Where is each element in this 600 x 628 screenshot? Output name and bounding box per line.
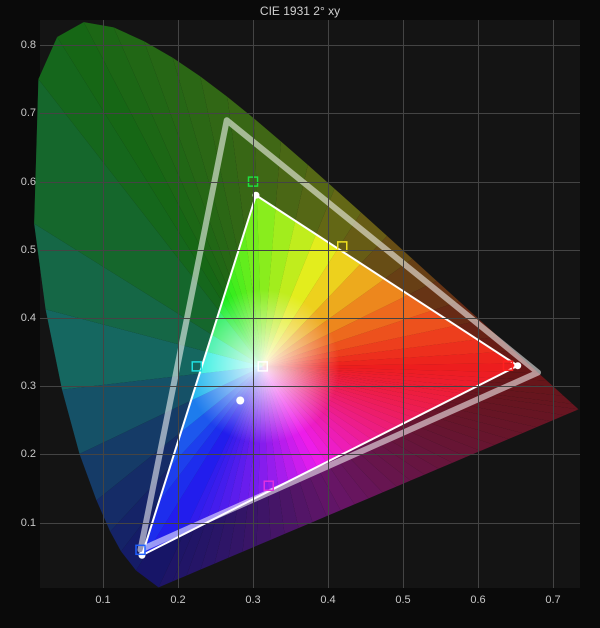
x-tick-label: 0.7 — [545, 594, 560, 606]
x-tick-label: 0.3 — [245, 594, 260, 606]
y-tick-label: 0.5 — [6, 244, 36, 256]
x-tick-label: 0.5 — [395, 594, 410, 606]
y-tick-label: 0.2 — [6, 448, 36, 460]
grid-line-v — [403, 20, 404, 588]
y-tick-label: 0.7 — [6, 107, 36, 119]
grid-line-v — [178, 20, 179, 588]
grid-line-h — [40, 113, 580, 114]
grid-line-v — [328, 20, 329, 588]
x-tick-label: 0.6 — [470, 594, 485, 606]
grid-line-h — [40, 386, 580, 387]
y-tick-label: 0.3 — [6, 380, 36, 392]
x-tick-label: 0.4 — [320, 594, 335, 606]
grid-line-h — [40, 523, 580, 524]
grid-line-h — [40, 182, 580, 183]
measured-white-point — [236, 396, 244, 404]
grid-line-h — [40, 318, 580, 319]
grid-line-h — [40, 454, 580, 455]
y-tick-label: 0.1 — [6, 517, 36, 529]
grid-line-v — [553, 20, 554, 588]
y-tick-label: 0.8 — [6, 39, 36, 51]
grid-line-h — [40, 45, 580, 46]
grid-line-v — [103, 20, 104, 588]
grid-line-v — [253, 20, 254, 588]
y-tick-label: 0.4 — [6, 312, 36, 324]
x-tick-label: 0.2 — [170, 594, 185, 606]
grid-line-v — [478, 20, 479, 588]
y-tick-label: 0.6 — [6, 176, 36, 188]
target-marker-white — [258, 362, 267, 371]
chart-title: CIE 1931 2° xy — [0, 4, 600, 18]
measured-vertex-dot — [514, 362, 521, 369]
annotation-layer — [40, 20, 580, 588]
grid-line-h — [40, 250, 580, 251]
plot-area — [40, 20, 580, 588]
x-tick-label: 0.1 — [95, 594, 110, 606]
